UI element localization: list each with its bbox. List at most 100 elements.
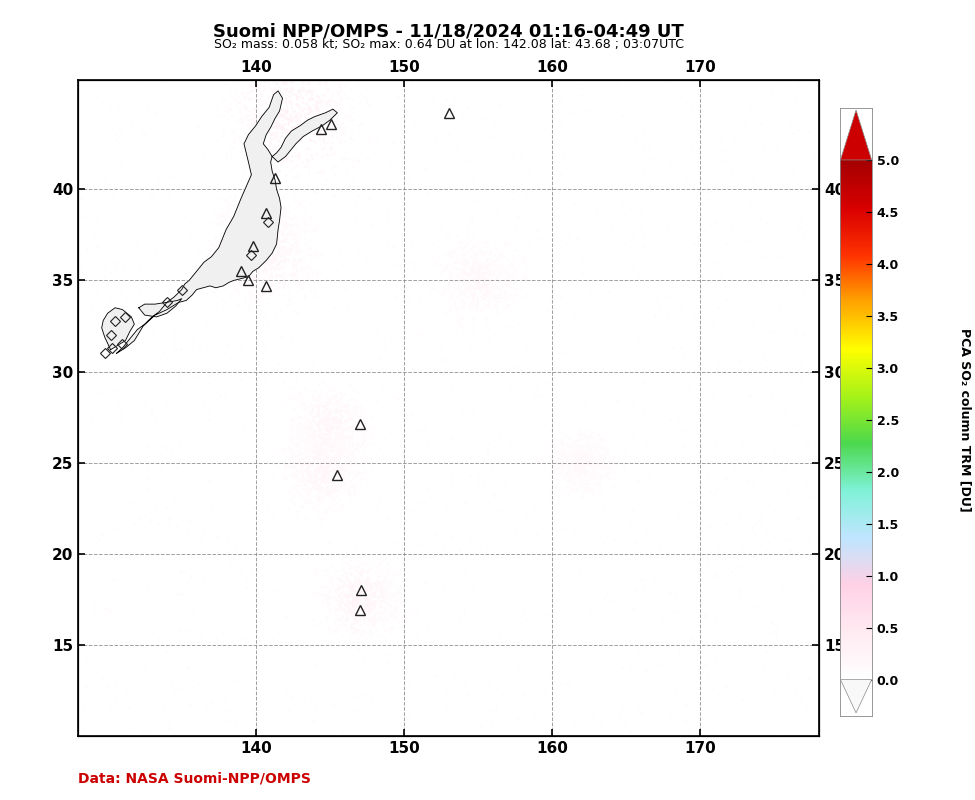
Point: [662, 561, 678, 574]
Point: [311, 402, 327, 414]
Point: [470, 195, 486, 208]
Point: [294, 430, 310, 443]
Point: [719, 302, 734, 314]
Point: [226, 230, 242, 243]
Point: [505, 250, 521, 262]
Point: [299, 155, 315, 168]
Point: [801, 711, 817, 724]
Point: [651, 554, 667, 567]
Point: [485, 277, 500, 290]
Point: [233, 234, 249, 246]
Point: [137, 510, 153, 523]
Point: [344, 103, 360, 116]
Point: [420, 402, 436, 414]
Point: [448, 300, 463, 313]
Point: [74, 210, 90, 222]
Point: [293, 629, 309, 642]
Point: [183, 269, 199, 282]
Point: [341, 111, 357, 124]
Point: [319, 421, 334, 434]
Point: [732, 457, 748, 470]
Point: [449, 229, 465, 242]
Point: [306, 716, 322, 729]
Point: [300, 103, 316, 116]
Point: [768, 142, 784, 155]
Point: [453, 236, 469, 249]
Point: [158, 561, 174, 574]
Point: [438, 683, 453, 696]
Point: [238, 159, 254, 172]
Point: [368, 579, 383, 592]
Point: [243, 126, 258, 139]
Point: [292, 423, 307, 436]
Point: [394, 606, 410, 618]
Point: [604, 353, 619, 366]
Point: [354, 565, 370, 578]
Point: [264, 222, 280, 234]
Point: [481, 287, 496, 300]
Point: [144, 187, 160, 200]
Point: [518, 582, 533, 594]
Point: [311, 416, 327, 429]
Point: [267, 262, 283, 274]
Point: [524, 138, 539, 150]
Point: [253, 112, 268, 125]
Point: [320, 503, 335, 516]
Point: [254, 206, 269, 218]
Point: [252, 238, 267, 250]
Point: [286, 490, 301, 502]
Point: [236, 418, 252, 431]
Point: [731, 137, 747, 150]
Point: [240, 234, 255, 247]
Point: [374, 586, 390, 598]
Point: [477, 406, 492, 419]
Point: [478, 280, 493, 293]
Point: [671, 310, 686, 323]
Point: [383, 574, 399, 587]
Point: [335, 126, 351, 138]
Point: [334, 594, 350, 606]
Point: [297, 215, 313, 228]
Point: [222, 98, 238, 110]
Point: [274, 590, 290, 603]
Point: [474, 303, 489, 316]
Point: [167, 102, 182, 114]
Point: [327, 148, 342, 161]
Point: [184, 334, 200, 347]
Point: [269, 226, 285, 239]
Point: [603, 439, 618, 452]
Point: [569, 460, 585, 473]
Point: [273, 110, 289, 122]
Point: [406, 540, 421, 553]
Point: [294, 457, 310, 470]
Point: [238, 240, 254, 253]
Point: [481, 267, 496, 280]
Point: [474, 304, 489, 317]
Point: [286, 227, 301, 240]
Point: [466, 274, 482, 286]
Point: [249, 249, 264, 262]
Point: [253, 242, 268, 254]
Point: [139, 673, 155, 686]
Point: [245, 258, 260, 271]
Point: [351, 560, 367, 573]
Point: [342, 451, 358, 464]
Point: [285, 454, 300, 466]
Point: [448, 257, 464, 270]
Point: [254, 223, 269, 236]
Point: [347, 612, 363, 625]
Point: [227, 210, 243, 223]
Point: [326, 398, 341, 410]
Point: [377, 335, 393, 348]
Point: [247, 213, 262, 226]
Point: [246, 276, 261, 289]
Point: [388, 282, 404, 294]
Point: [311, 374, 327, 386]
Point: [268, 239, 284, 252]
Point: [776, 403, 792, 416]
Point: [397, 253, 412, 266]
Point: [209, 281, 224, 294]
Point: [211, 266, 226, 279]
Point: [214, 464, 229, 477]
Point: [311, 464, 327, 477]
